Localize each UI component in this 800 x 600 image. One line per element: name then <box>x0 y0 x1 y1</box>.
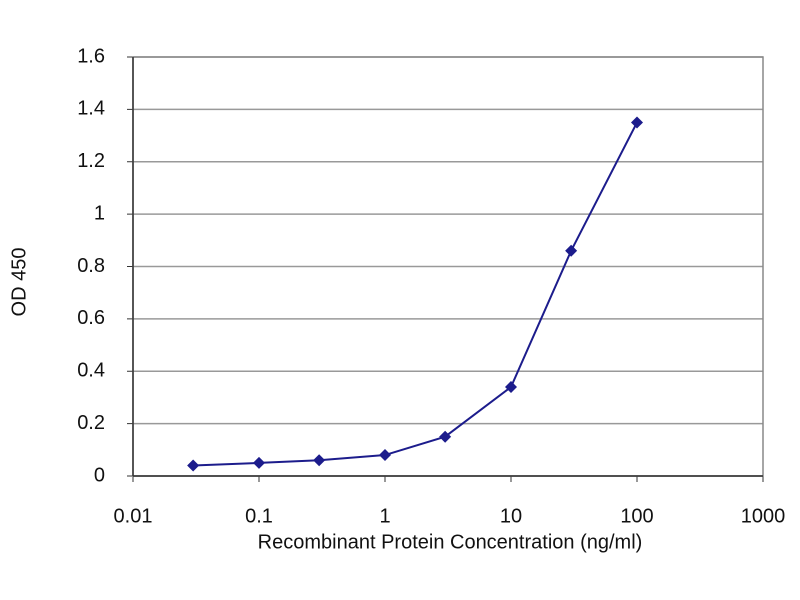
data-line <box>193 122 638 467</box>
x-axis-label: Recombinant Protein Concentration (ng/ml… <box>258 531 643 553</box>
y-tick-label: 0.4 <box>77 360 105 382</box>
data-point <box>253 456 265 469</box>
y-tick-label: 0.8 <box>77 255 105 277</box>
y-tick-label: 0 <box>94 464 105 486</box>
y-tick-label: 0.2 <box>77 412 105 434</box>
y-tick-label: 0.6 <box>77 307 105 329</box>
y-axis-label: OD 450 <box>8 248 30 317</box>
data-point <box>187 459 200 472</box>
data-point <box>565 244 578 257</box>
y-tick-label: 1 <box>94 202 105 224</box>
data-point <box>313 454 326 467</box>
x-tick-label: 100 <box>620 505 653 527</box>
y-tick-label: 1.4 <box>77 98 105 120</box>
x-tick-label: 1000 <box>741 505 786 527</box>
x-tick-label: 1 <box>379 505 390 527</box>
y-tick-label: 1.6 <box>77 45 105 67</box>
data-point <box>631 116 643 129</box>
y-tick-label: 1.2 <box>77 150 105 172</box>
x-tick-label: 0.01 <box>114 505 153 527</box>
data-point <box>439 430 452 443</box>
x-tick-label: 0.1 <box>245 505 273 527</box>
data-point <box>379 449 391 462</box>
data-point <box>505 380 517 393</box>
x-tick-label: 10 <box>500 505 522 527</box>
